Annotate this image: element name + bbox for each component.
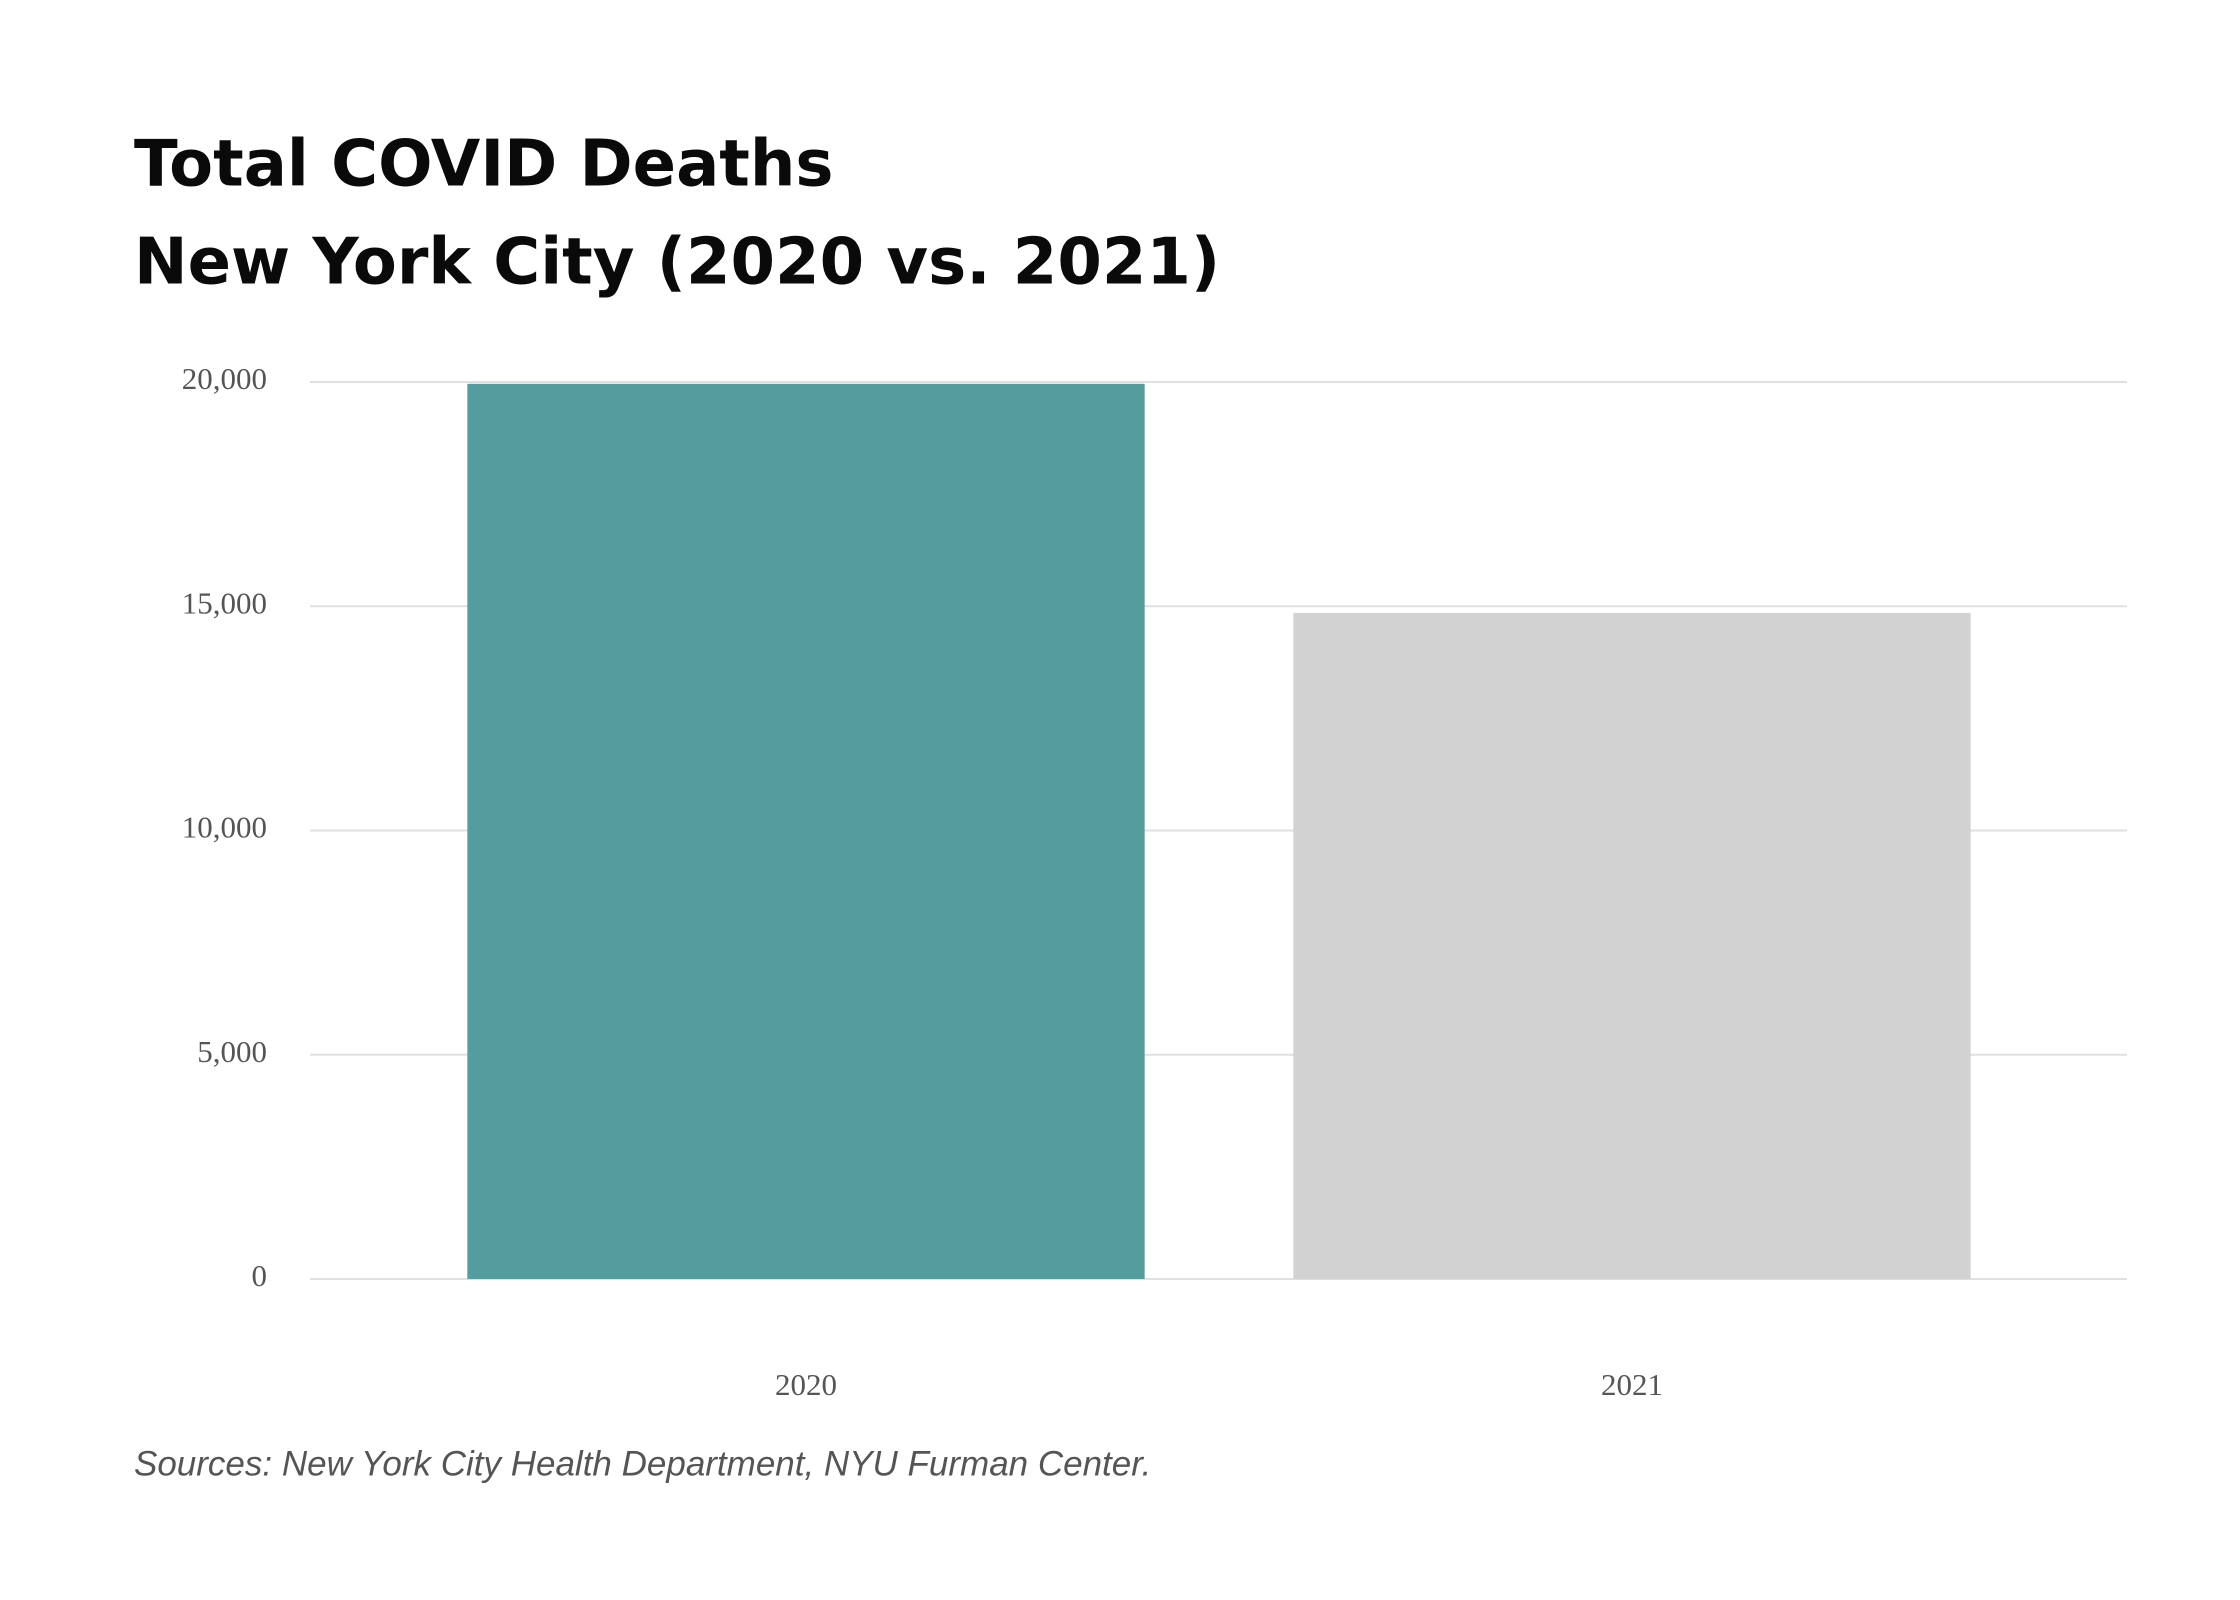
- y-tick-label: 20,000: [182, 361, 267, 396]
- y-tick-label: 0: [252, 1258, 268, 1293]
- x-tick-label: 2020: [775, 1367, 837, 1402]
- chart-title: Total COVID Deaths: [134, 128, 834, 202]
- bar: [1293, 612, 1971, 1279]
- x-tick-label: 2021: [1601, 1367, 1663, 1402]
- bar: [467, 383, 1145, 1279]
- y-tick-label: 5,000: [197, 1034, 267, 1069]
- source-note: Sources: New York City Health Department…: [134, 1444, 1151, 1483]
- y-tick-label: 10,000: [182, 810, 267, 845]
- y-tick-label: 15,000: [182, 585, 267, 620]
- chart-subtitle: New York City (2020 vs. 2021): [134, 226, 1220, 300]
